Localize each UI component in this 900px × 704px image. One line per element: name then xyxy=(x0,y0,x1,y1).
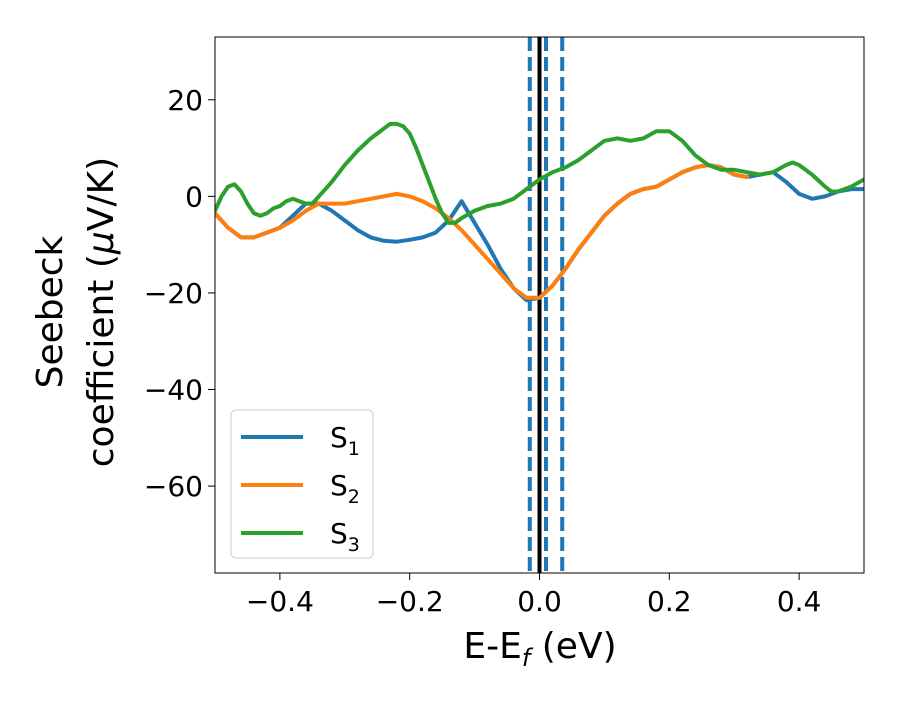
series-line-s3 xyxy=(215,121,864,225)
series-lines xyxy=(215,121,864,303)
x-axis-title-main: E-E xyxy=(463,626,521,667)
x-tick-label: −0.4 xyxy=(246,585,314,618)
y-axis-ticks: 20 0 −20 −40 −60 xyxy=(144,84,215,503)
x-axis-title-suffix: (eV) xyxy=(530,626,616,667)
y-axis-title-line2: coefficient (μV/K) xyxy=(81,157,122,467)
y-tick-label: −20 xyxy=(144,277,203,310)
legend-label-main: S xyxy=(330,469,348,502)
y-tick-label: 20 xyxy=(167,84,203,117)
y-tick-label: −40 xyxy=(144,374,203,407)
legend-label-s1: S1 xyxy=(330,421,360,460)
legend-label-sub: 2 xyxy=(348,486,360,508)
legend-label-sub: 1 xyxy=(348,438,360,460)
legend-label-main: S xyxy=(330,421,348,454)
x-tick-label: 0.0 xyxy=(517,585,562,618)
legend-label-s2: S2 xyxy=(330,469,360,508)
x-tick-label: −0.2 xyxy=(376,585,444,618)
y-tick-label: −60 xyxy=(144,470,203,503)
x-axis-title: E-Ef (eV) xyxy=(463,626,616,672)
y-axis-title-suffix: V/K) xyxy=(81,157,122,231)
reference-lines xyxy=(527,37,565,573)
legend-label-s3: S3 xyxy=(330,517,360,556)
y-tick-label: 0 xyxy=(185,180,203,213)
x-tick-label: 0.2 xyxy=(647,585,692,618)
y-axis-title-line1: Seebeck xyxy=(30,235,71,388)
series-line-s2 xyxy=(215,163,750,300)
x-tick-label: 0.4 xyxy=(777,585,822,618)
y-axis-title-mu: μ xyxy=(81,231,122,255)
x-axis-ticks: −0.4 −0.2 0.0 0.2 0.4 xyxy=(246,573,821,618)
legend-label-sub: 3 xyxy=(348,534,360,556)
y-axis-title-prefix: coefficient ( xyxy=(81,254,122,467)
legend-label-main: S xyxy=(330,517,348,550)
